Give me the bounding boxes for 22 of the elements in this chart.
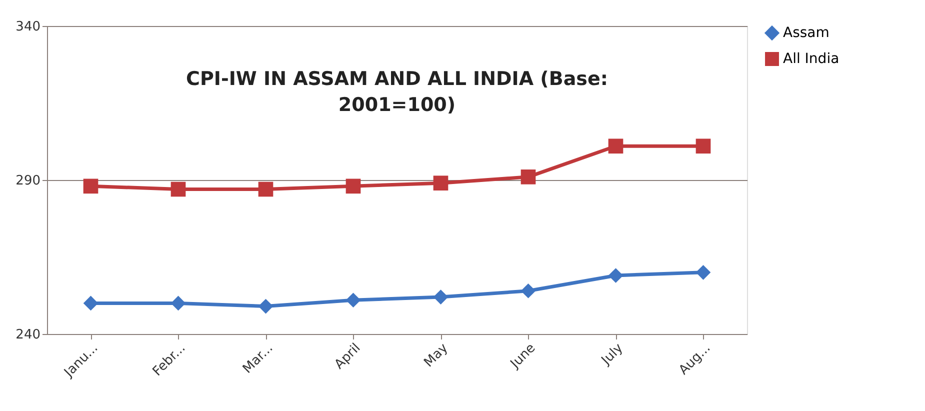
y-tick-label: 290 xyxy=(16,174,40,188)
point xyxy=(346,292,361,308)
point xyxy=(346,178,361,194)
point xyxy=(170,296,186,311)
point xyxy=(83,296,98,311)
y-tick-label: 340 xyxy=(16,20,40,34)
point xyxy=(696,138,711,154)
legend-label: Assam xyxy=(783,25,830,41)
text: CPI-IW IN ASSAM AND ALL INDIA (Base: 2001=100) xyxy=(186,68,608,116)
point xyxy=(608,138,624,154)
point xyxy=(433,176,448,190)
point xyxy=(696,264,711,280)
point xyxy=(170,182,186,197)
point xyxy=(608,268,624,283)
point xyxy=(258,298,274,314)
point xyxy=(520,170,536,184)
legend-label: All India xyxy=(783,51,840,67)
y-tick-label: 240 xyxy=(16,328,40,342)
point xyxy=(433,290,448,304)
point xyxy=(83,178,98,194)
point xyxy=(258,182,274,197)
point xyxy=(520,283,536,298)
